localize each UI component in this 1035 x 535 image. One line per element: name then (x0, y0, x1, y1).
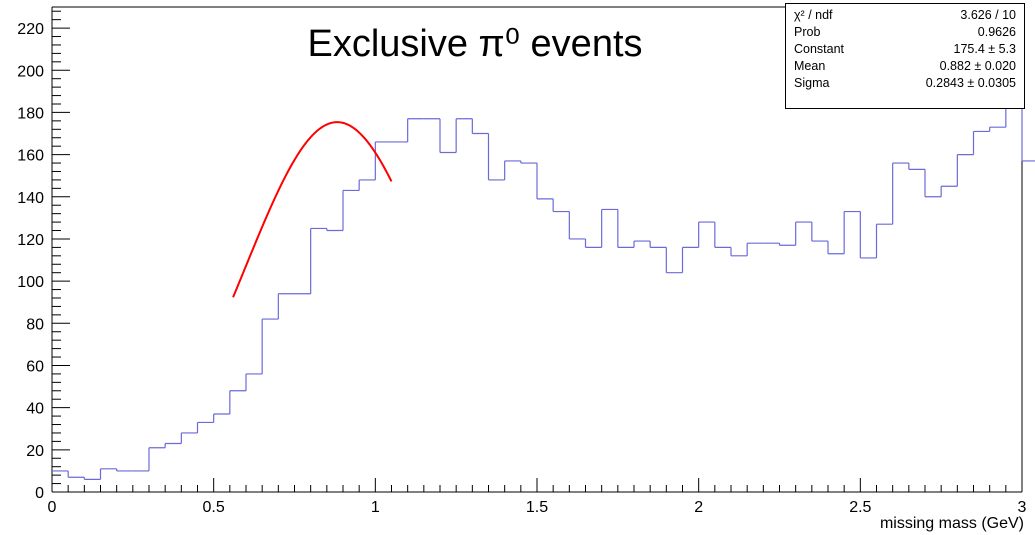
x-tick-label: 1.5 (526, 499, 548, 516)
x-tick-label: 2.5 (849, 499, 871, 516)
stats-value: 0.2843 ± 0.0305 (926, 76, 1016, 90)
fit-curve-group (233, 122, 391, 297)
x-tick-label: 0 (48, 499, 57, 516)
x-axis-label: missing mass (GeV) (880, 515, 1024, 532)
stats-row: χ² / ndf 3.626 / 10 (786, 8, 1024, 25)
x-tick-label: 3 (1018, 499, 1027, 516)
x-tick-label: 1 (371, 499, 380, 516)
y-tick-label: 120 (17, 232, 44, 249)
y-tick-label: 180 (17, 105, 44, 122)
y-tick-label: 80 (26, 316, 44, 333)
stats-row: Mean 0.882 ± 0.020 (786, 59, 1024, 76)
fit-statistics-box: χ² / ndf 3.626 / 10 Prob 0.9626 Constant 175.… (785, 3, 1025, 109)
y-tick-label: 0 (35, 485, 44, 502)
stats-key: Constant (794, 42, 844, 56)
stats-row: Prob 0.9626 (786, 25, 1024, 42)
y-tick-label: 20 (26, 443, 44, 460)
stats-key: χ² / ndf (794, 8, 833, 22)
gaussian-fit-curve (233, 122, 391, 297)
stats-value: 0.882 ± 0.020 (940, 59, 1016, 73)
x-tick-label: 2 (694, 499, 703, 516)
stats-key: Sigma (794, 76, 829, 90)
y-tick-label: 220 (17, 21, 44, 38)
x-tick-label: 0.5 (203, 499, 225, 516)
stats-key: Prob (794, 25, 820, 39)
stats-value: 0.9626 (978, 25, 1016, 39)
stats-row: Sigma 0.2843 ± 0.0305 (786, 76, 1024, 93)
y-tick-label: 100 (17, 274, 44, 291)
chart-title: Exclusive π⁰ events (307, 23, 642, 65)
stats-value: 175.4 ± 5.3 (954, 42, 1016, 56)
y-tick-label: 140 (17, 190, 44, 207)
y-tick-label: 60 (26, 358, 44, 375)
stats-row: Constant 175.4 ± 5.3 (786, 42, 1024, 59)
y-tick-label: 40 (26, 401, 44, 418)
stats-value: 3.626 / 10 (960, 8, 1016, 22)
stats-key: Mean (794, 59, 825, 73)
y-tick-label: 200 (17, 63, 44, 80)
y-tick-label: 160 (17, 148, 44, 165)
